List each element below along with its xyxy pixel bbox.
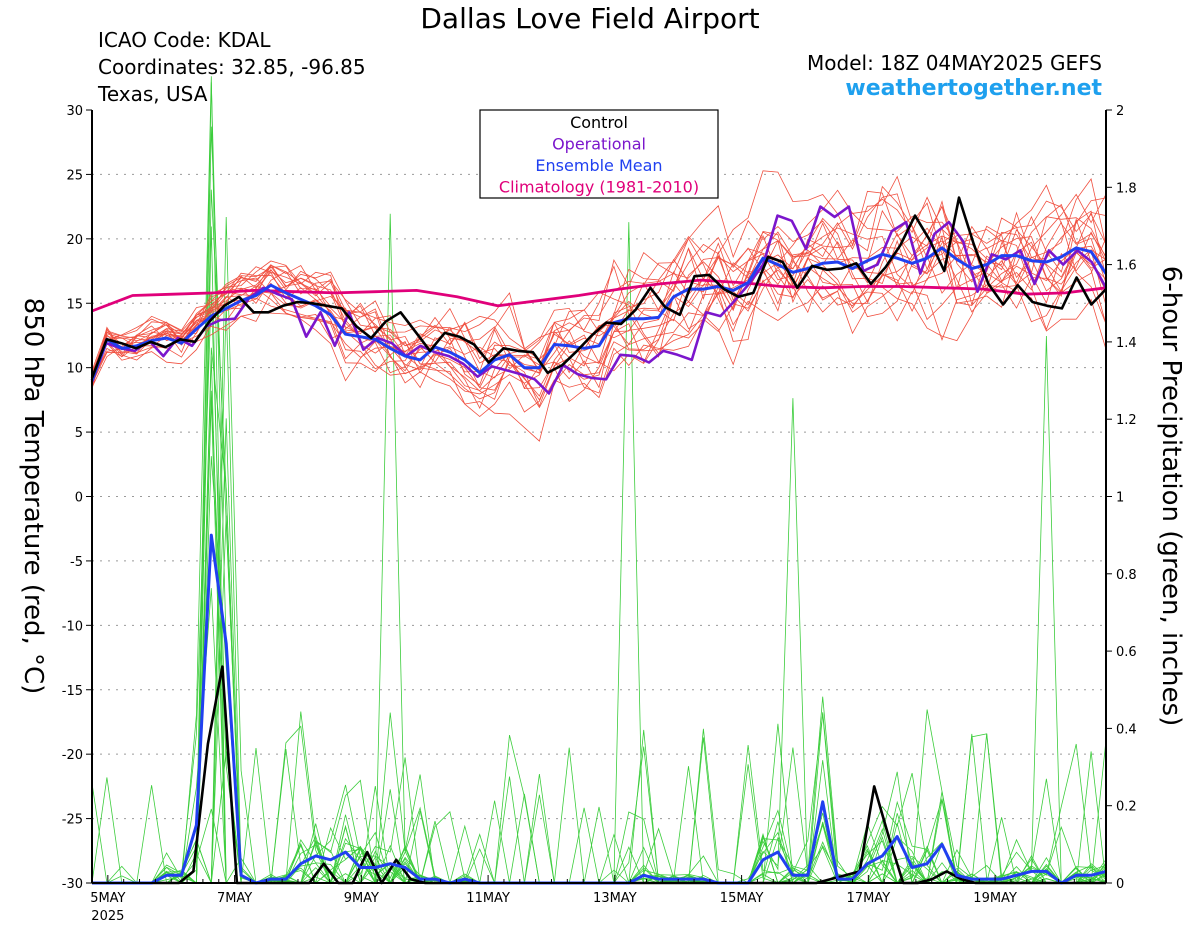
x-tick-sublabel: 2025 [91,909,124,924]
legend-entry: Operational [552,135,646,154]
y-tick-label-left: 0 [75,491,83,506]
ensemble-mean-precip-line [92,533,1107,885]
control-temp-line [90,196,1107,379]
legend-entry: Ensemble Mean [535,156,662,175]
temp-member-line [91,221,1107,390]
model-run: Model: 18Z 04MAY2025 GEFS [807,51,1102,75]
main-series [90,196,1108,885]
precip-member-line [92,515,1107,884]
x-tick-label: 11MAY [466,891,510,906]
precip-member-line [92,390,1107,884]
temp-member-line [91,226,1107,418]
precip-member-line [92,399,1107,884]
y-tick-label-left: -15 [62,684,83,699]
y-tick-label-right: 0.4 [1116,722,1137,737]
x-tick-label: 5MAY [90,891,125,906]
y-tick-label-left: 30 [66,104,83,119]
ensemble-mean-temp-line [90,246,1108,382]
y-tick-label-left: -5 [70,555,83,570]
site-credit: weathertogether.net [845,76,1102,101]
precip-member-line [91,335,1107,885]
y-tick-label-left: 15 [66,297,83,312]
y-tick-label-right: 1.4 [1116,336,1137,351]
legend-box [479,109,719,199]
y-tick-label-right: 1.6 [1116,259,1137,274]
precip-member-line [92,226,1107,884]
x-tick-label: 9MAY [344,891,379,906]
y-tick-label-left: 20 [66,233,83,248]
y-tick-label-left: -25 [62,813,83,828]
temp-member-line [91,229,1107,374]
precip-member-line [92,398,1107,884]
grid-lines [92,173,1106,820]
precip-member-line [92,82,1107,885]
y-tick-label-left: 25 [66,168,83,183]
x-tick-label: 7MAY [217,891,252,906]
precip-member-line [92,588,1107,884]
x-tick-label: 15MAY [720,891,764,906]
y-tick-label-right: 0.6 [1116,645,1137,660]
location: Texas, USA [98,82,208,106]
y-tick-label-right: 1.8 [1116,181,1137,196]
precip-member-line [92,418,1107,884]
temp-member-line [91,184,1107,409]
legend-entry: Climatology (1981-2010) [499,178,699,197]
x-tick-label: 19MAY [973,891,1017,906]
precip-member-line [92,356,1107,884]
y-tick-label-left: -30 [62,877,83,892]
icao-code: ICAO Code: KDAL [98,28,271,52]
temp-member-line [91,197,1107,383]
y-tick-label-right: 0 [1116,877,1124,892]
y-tick-label-left: 10 [66,362,83,377]
y-tick-label-left: -10 [62,619,83,634]
y-tick-label-right: 0.8 [1116,568,1137,583]
operational-temp-line [90,205,1108,395]
x-tick-label: 13MAY [593,891,637,906]
y-tick-label-right: 1.2 [1116,413,1137,428]
y-tick-label-left: -20 [62,748,83,763]
y-tick-label-right: 2 [1116,104,1124,119]
temp-member-line [91,200,1107,390]
y-tick-label-right: 0.2 [1116,800,1137,815]
x-tick-label: 17MAY [847,891,891,906]
y-tick-label-right: 1 [1116,491,1124,506]
temp-member-line [91,222,1107,409]
legend-entry: Control [570,113,628,132]
axes: 302520151050-5-10-15-20-25-3021.81.61.41… [62,104,1137,924]
precip-member-line [92,222,1107,885]
coordinates: Coordinates: 32.85, -96.85 [98,55,366,79]
y-tick-label-left: 5 [75,426,83,441]
legend: Control Operational Ensemble Mean Climatolo… [479,109,719,199]
chart-title: Dallas Love Field Airport [420,2,760,35]
